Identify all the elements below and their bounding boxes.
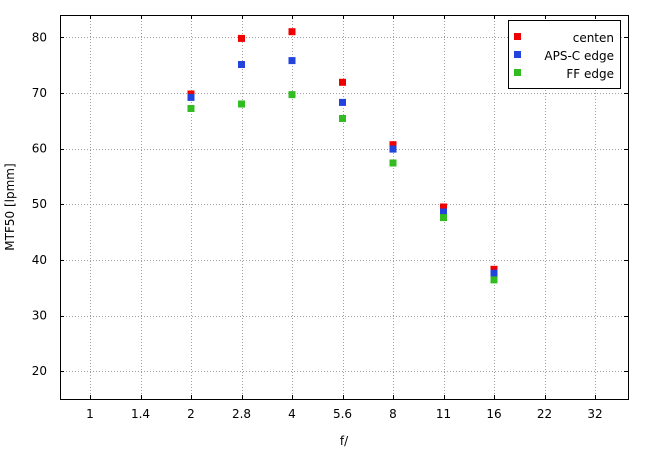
data-point	[288, 57, 296, 65]
x-tick-label: 5.6	[333, 407, 352, 421]
data-point	[238, 34, 245, 42]
x-axis: 1 1.4 2 2.8 4 5.6 8 11 16 22 32	[86, 15, 603, 421]
data-point	[288, 91, 296, 99]
y-tick-label: 40	[32, 253, 47, 267]
data-point	[389, 141, 397, 149]
y-axis: 20 30 40 50 60 70 80	[32, 30, 628, 378]
legend-marker	[514, 51, 521, 58]
x-tick-label: 2.8	[232, 407, 251, 421]
legend-label: centen	[573, 31, 614, 45]
y-tick-label: 80	[32, 30, 47, 44]
data-point	[339, 98, 346, 106]
y-axis-title: MTF50 [lpmm]	[3, 163, 17, 250]
data-point	[440, 214, 447, 222]
legend-marker	[514, 33, 521, 40]
x-tick-label: 4	[288, 407, 296, 421]
data-point	[238, 100, 245, 108]
data-point	[288, 28, 296, 36]
x-tick-label: 11	[436, 407, 451, 421]
data-point	[440, 203, 447, 211]
legend-items: centen APS-C edge FF edge	[514, 31, 614, 81]
x-tick-label: 8	[389, 407, 397, 421]
y-tick-label: 70	[32, 86, 47, 100]
x-tick-label: 32	[587, 407, 602, 421]
x-tick-label: 1	[86, 407, 94, 421]
x-axis-title: f/	[340, 434, 349, 448]
x-tick-label: 22	[537, 407, 552, 421]
data-point	[187, 105, 195, 112]
data-points	[187, 28, 498, 284]
legend-label: APS-C edge	[544, 49, 614, 63]
y-tick-label: 20	[32, 364, 47, 378]
legend-box	[508, 20, 621, 89]
legend-label: FF edge	[566, 67, 614, 81]
legend-marker	[514, 69, 521, 76]
x-tick-label: 2	[187, 407, 195, 421]
data-point	[389, 145, 397, 153]
y-tick-label: 50	[32, 197, 47, 211]
data-point	[490, 276, 498, 284]
x-tick-label: 16	[486, 407, 501, 421]
data-point	[389, 159, 397, 167]
data-point	[339, 78, 346, 86]
data-point	[238, 61, 245, 68]
data-point	[187, 93, 195, 101]
data-point	[339, 115, 346, 122]
x-tick-label: 1.4	[131, 407, 150, 421]
data-point	[490, 269, 498, 277]
y-tick-label: 60	[32, 142, 47, 156]
data-point	[490, 265, 498, 273]
legend: centen APS-C edge FF edge	[508, 20, 621, 89]
plot-frame	[60, 15, 629, 400]
data-point	[440, 208, 447, 216]
y-tick-label: 30	[32, 309, 47, 323]
